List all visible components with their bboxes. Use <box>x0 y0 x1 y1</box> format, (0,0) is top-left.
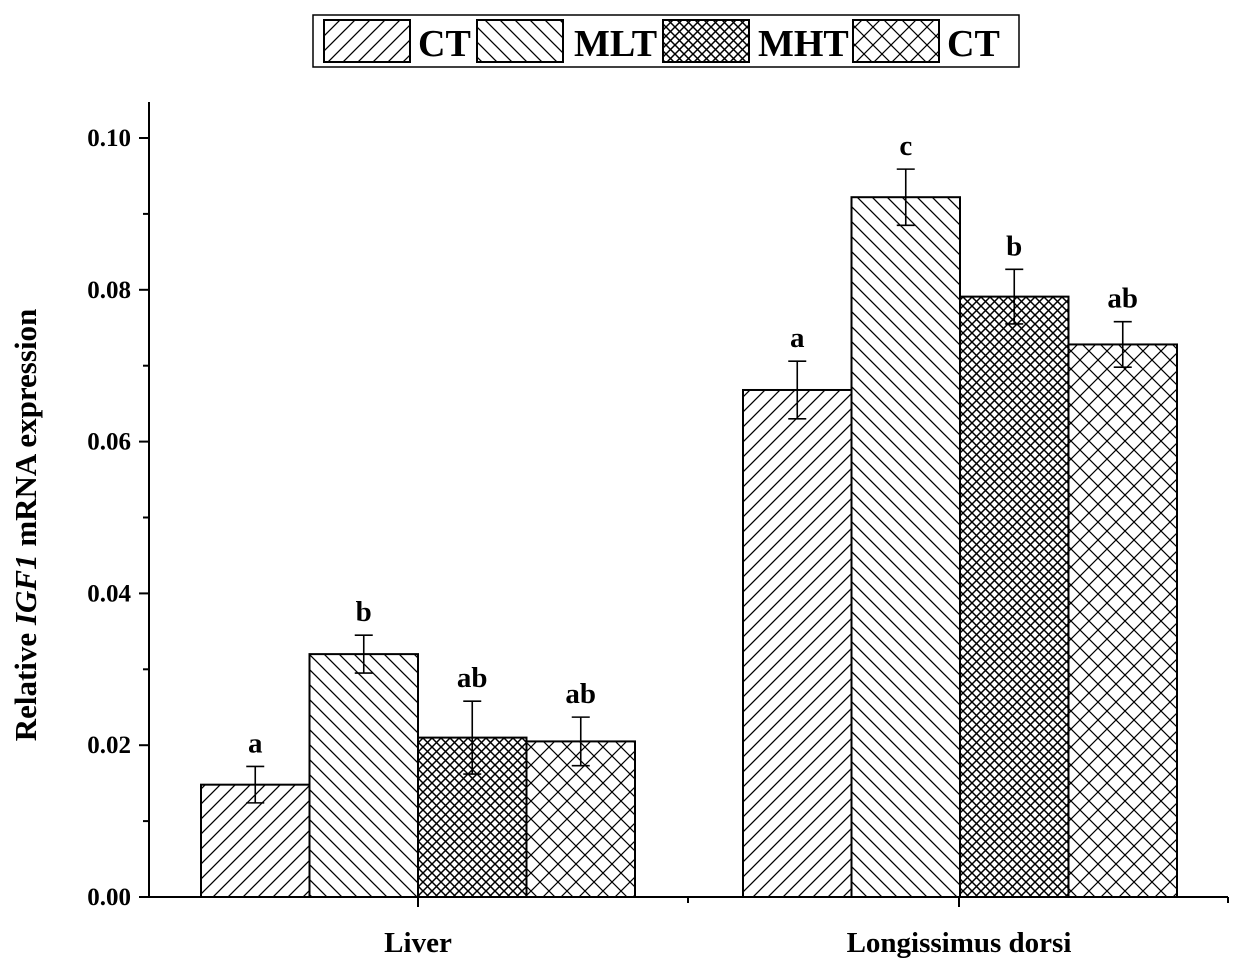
bars <box>200 168 1178 899</box>
y-axis-title-prefix: Relative <box>8 625 43 741</box>
legend-label: MLT <box>574 23 657 65</box>
bar <box>1067 343 1178 898</box>
significance-letter: ab <box>457 662 488 694</box>
significance-letter: b <box>356 596 372 628</box>
bar <box>850 196 961 898</box>
x-category-label: Longissimus dorsi <box>847 927 1072 959</box>
significance-letter: a <box>248 727 263 759</box>
bar <box>525 740 636 899</box>
y-tick-label: 0.02 <box>87 732 131 759</box>
legend-swatch <box>852 19 940 63</box>
legend: CT MLT MHT CT <box>312 14 1020 68</box>
significance-letter: a <box>790 322 805 354</box>
y-tick-label: 0.10 <box>87 125 131 152</box>
y-tick-label: 0.04 <box>87 580 131 607</box>
y-tick-label: 0.00 <box>87 884 131 911</box>
bar <box>308 653 419 898</box>
significance-letter: b <box>1006 230 1022 262</box>
y-tick-label: 0.08 <box>87 277 131 304</box>
significance-letter: ab <box>565 678 596 710</box>
legend-swatch <box>662 19 750 63</box>
x-category-label: Liver <box>384 927 452 959</box>
legend-label: MHT <box>758 23 849 65</box>
legend-swatch <box>476 19 564 63</box>
y-tick-label: 0.06 <box>87 429 131 456</box>
y-axis-title: Relative IGF1 mRNA expression <box>8 309 43 742</box>
legend-swatch <box>323 19 411 63</box>
legend-label: CT <box>418 23 471 65</box>
significance-letter: ab <box>1107 283 1138 315</box>
legend-label: CT <box>947 23 1000 65</box>
y-axis-title-gene: IGF1 <box>8 554 43 626</box>
y-axis-title-suffix: mRNA expression <box>8 309 43 555</box>
bar <box>959 295 1070 899</box>
bar <box>742 388 853 898</box>
significance-letter: c <box>899 130 912 162</box>
